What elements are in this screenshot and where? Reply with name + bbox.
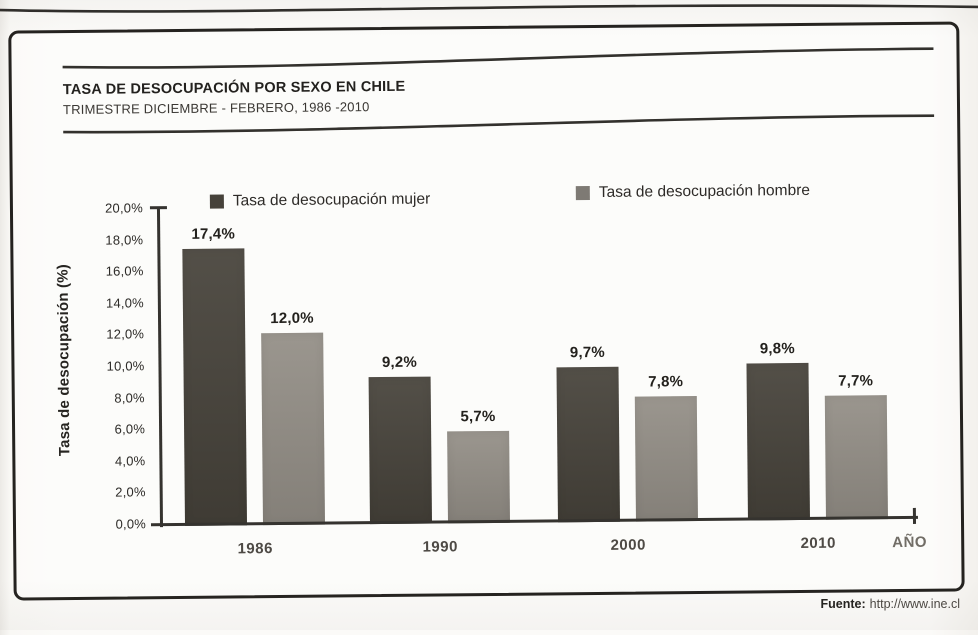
- y-tick-label-18,0%: 18,0%: [105, 231, 144, 248]
- source-label: Fuente:: [820, 597, 866, 611]
- bar-value-label-hombre-1986: 12,0%: [270, 309, 314, 328]
- x-tick-label-2000: 2000: [610, 536, 646, 554]
- y-tick-label-2,0%: 2,0%: [115, 484, 146, 500]
- bar-hombre-2010: [824, 395, 888, 520]
- bar-value-label-mujer-1986: 17,4%: [191, 225, 236, 243]
- x-axis-end-tick: [912, 507, 917, 524]
- bar-value-label-mujer-2010: 9,8%: [759, 340, 795, 358]
- y-tick-label-6,0%: 6,0%: [114, 421, 146, 437]
- y-tick-label-14,0%: 14,0%: [105, 295, 144, 311]
- y-tick-label-10,0%: 10,0%: [106, 358, 145, 374]
- y-tick-label-0,0%: 0,0%: [115, 516, 147, 532]
- bar-value-label-mujer-1990: 9,2%: [381, 353, 418, 372]
- x-tick-label-2010: 2010: [800, 534, 836, 553]
- y-tick-label-16,0%: 16,0%: [105, 263, 144, 279]
- bar-hombre-2000: [634, 396, 698, 522]
- x-tick-label-1990: 1990: [422, 538, 458, 556]
- bar-mujer-1986: [182, 248, 248, 526]
- bar-hombre-1986: [261, 332, 326, 526]
- x-axis-title: AÑO: [892, 533, 928, 552]
- bar-value-label-hombre-2010: 7,7%: [838, 372, 874, 390]
- x-tick-label-1986: 1986: [237, 540, 274, 558]
- source-note: Fuente: http://www.ine.cl: [821, 597, 960, 611]
- bar-mujer-2010: [746, 362, 810, 521]
- bar-value-label-hombre-2000: 7,8%: [648, 373, 684, 391]
- bar-value-label-mujer-2000: 9,7%: [569, 343, 605, 362]
- bar-mujer-1990: [368, 376, 432, 525]
- bar-value-label-hombre-1990: 5,7%: [460, 407, 496, 426]
- bar-mujer-2000: [556, 366, 620, 523]
- y-tick-label-4,0%: 4,0%: [114, 453, 146, 469]
- y-tick-label-8,0%: 8,0%: [114, 389, 145, 406]
- bar-hombre-1990: [447, 430, 510, 524]
- source-url: http://www.ine.cl: [869, 597, 960, 611]
- y-axis-top-tick: [149, 206, 167, 210]
- y-tick-label-12,0%: 12,0%: [106, 326, 145, 343]
- page-top-edge-line: [0, 4, 978, 13]
- y-axis-line: [156, 207, 164, 528]
- y-tick-label-20,0%: 20,0%: [105, 200, 144, 216]
